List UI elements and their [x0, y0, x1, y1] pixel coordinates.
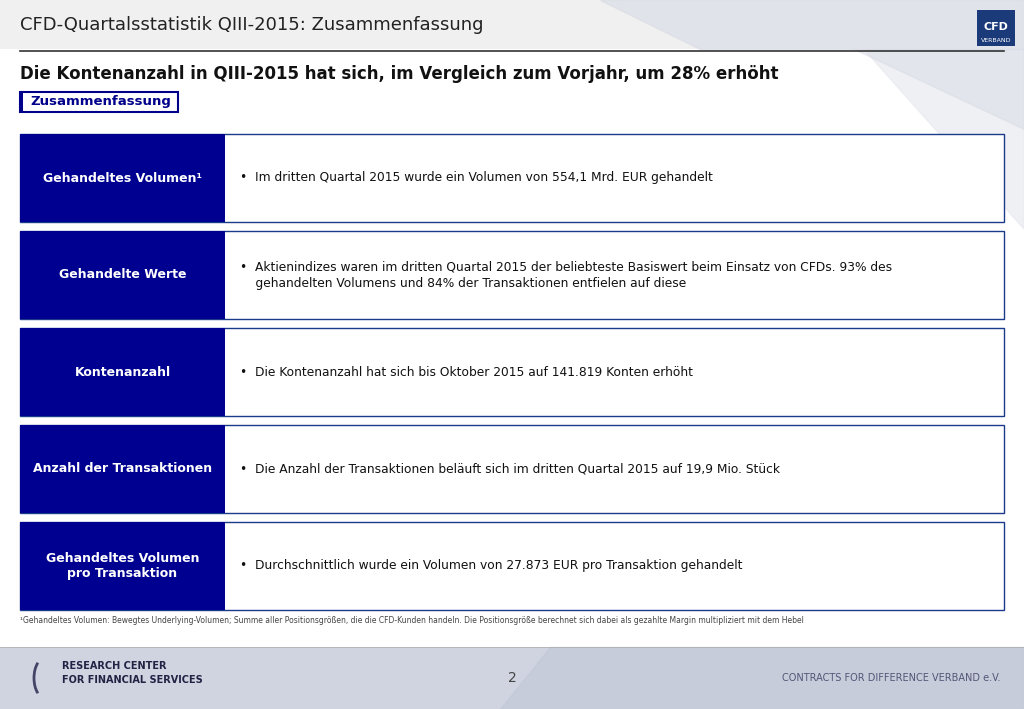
FancyBboxPatch shape: [20, 522, 225, 610]
Text: •  Aktienindizes waren im dritten Quartal 2015 der beliebteste Basiswert beim Ei: • Aktienindizes waren im dritten Quartal…: [240, 260, 892, 290]
FancyBboxPatch shape: [977, 10, 1015, 46]
Text: Kontenanzahl: Kontenanzahl: [75, 366, 171, 379]
FancyBboxPatch shape: [20, 231, 1004, 319]
Text: •  Die Anzahl der Transaktionen beläuft sich im dritten Quartal 2015 auf 19,9 Mi: • Die Anzahl der Transaktionen beläuft s…: [240, 462, 780, 476]
FancyBboxPatch shape: [20, 425, 225, 513]
Text: Zusammenfassung: Zusammenfassung: [30, 96, 171, 108]
FancyBboxPatch shape: [20, 328, 1004, 416]
FancyBboxPatch shape: [20, 134, 225, 222]
Text: Gehandelte Werte: Gehandelte Werte: [58, 269, 186, 281]
Polygon shape: [500, 647, 1024, 709]
Text: CFD-Quartalsstatistik QIII-2015: Zusammenfassung: CFD-Quartalsstatistik QIII-2015: Zusamme…: [20, 16, 483, 34]
Text: •  Durchschnittlich wurde ein Volumen von 27.873 EUR pro Transaktion gehandelt: • Durchschnittlich wurde ein Volumen von…: [240, 559, 742, 572]
FancyBboxPatch shape: [20, 134, 1004, 222]
Text: 2: 2: [508, 671, 516, 685]
Text: •  Im dritten Quartal 2015 wurde ein Volumen von 554,1 Mrd. EUR gehandelt: • Im dritten Quartal 2015 wurde ein Volu…: [240, 172, 713, 184]
FancyBboxPatch shape: [0, 647, 1024, 709]
Text: ¹Gehandeltes Volumen: Bewegtes Underlying-Volumen; Summe aller Positionsgrößen, : ¹Gehandeltes Volumen: Bewegtes Underlyin…: [20, 616, 804, 625]
Text: VERBAND: VERBAND: [981, 38, 1012, 43]
Polygon shape: [750, 0, 1024, 129]
Text: •  Die Kontenanzahl hat sich bis Oktober 2015 auf 141.819 Konten erhöht: • Die Kontenanzahl hat sich bis Oktober …: [240, 366, 693, 379]
FancyBboxPatch shape: [20, 522, 1004, 610]
FancyBboxPatch shape: [20, 92, 23, 112]
Text: Anzahl der Transaktionen: Anzahl der Transaktionen: [33, 462, 212, 476]
Text: Die Kontenanzahl in QIII-2015 hat sich, im Vergleich zum Vorjahr, um 28% erhöht: Die Kontenanzahl in QIII-2015 hat sich, …: [20, 65, 778, 83]
FancyBboxPatch shape: [0, 0, 1024, 49]
Text: FOR FINANCIAL SERVICES: FOR FINANCIAL SERVICES: [62, 675, 203, 685]
FancyBboxPatch shape: [20, 231, 225, 319]
Polygon shape: [600, 0, 1024, 49]
Text: Gehandeltes Volumen¹: Gehandeltes Volumen¹: [43, 172, 202, 184]
FancyBboxPatch shape: [20, 92, 178, 112]
FancyBboxPatch shape: [20, 328, 225, 416]
Text: Gehandeltes Volumen
pro Transaktion: Gehandeltes Volumen pro Transaktion: [46, 552, 200, 581]
Text: CONTRACTS FOR DIFFERENCE VERBAND e.V.: CONTRACTS FOR DIFFERENCE VERBAND e.V.: [781, 673, 1000, 683]
Text: RESEARCH CENTER: RESEARCH CENTER: [62, 661, 167, 671]
Polygon shape: [580, 0, 1024, 229]
FancyBboxPatch shape: [20, 425, 1004, 513]
Text: CFD: CFD: [984, 22, 1009, 32]
